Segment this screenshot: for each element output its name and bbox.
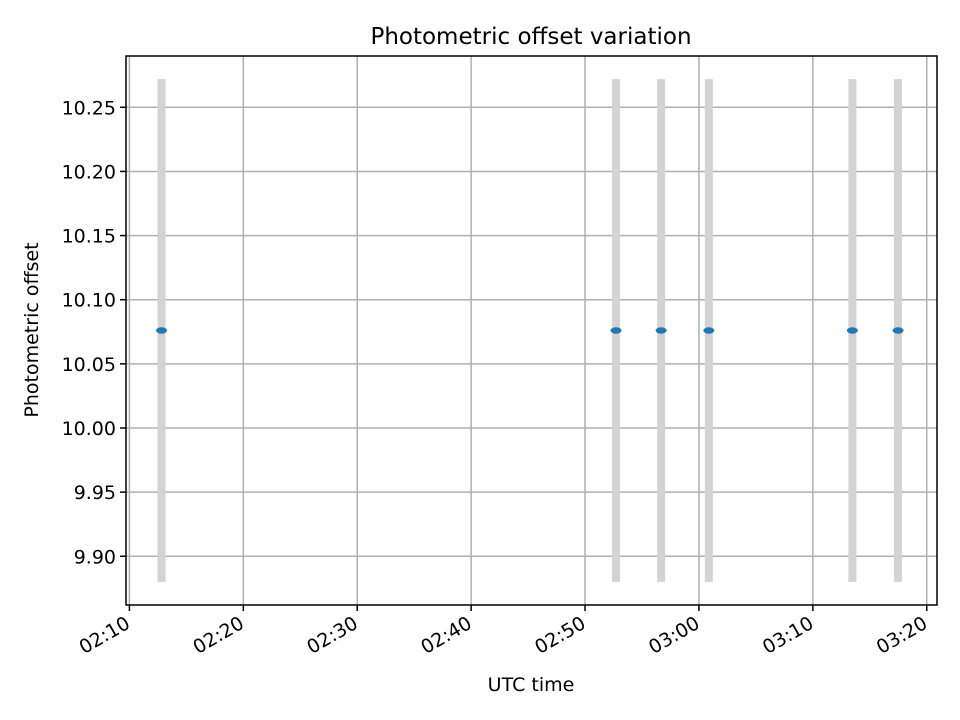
y-axis-ticks: 9.90 9.95 10.00 10.05 10.10 10.15 10.20 10.25: [62, 97, 126, 568]
y-tick-label: 10.15: [62, 226, 116, 248]
x-axis-label: UTC time: [488, 674, 575, 696]
y-tick-label: 9.90: [74, 546, 116, 568]
data-point: [156, 327, 168, 334]
plot-frame: [125, 55, 938, 606]
y-tick-label: 10.20: [62, 161, 116, 183]
y-axis-label: Photometric offset: [21, 242, 43, 417]
y-tick-label: 10.25: [62, 97, 116, 119]
grid: [126, 56, 937, 605]
chart-title: Photometric offset variation: [370, 24, 691, 50]
data-point: [655, 327, 667, 334]
data-point: [892, 327, 904, 334]
y-tick-label: 10.00: [62, 418, 116, 440]
y-tick-label: 10.10: [62, 290, 116, 312]
data-point: [610, 327, 622, 334]
data-point: [703, 327, 715, 334]
data-points: [156, 327, 904, 334]
y-tick-label: 9.95: [74, 482, 116, 504]
data-point: [846, 327, 858, 334]
y-tick-label: 10.05: [62, 354, 116, 376]
